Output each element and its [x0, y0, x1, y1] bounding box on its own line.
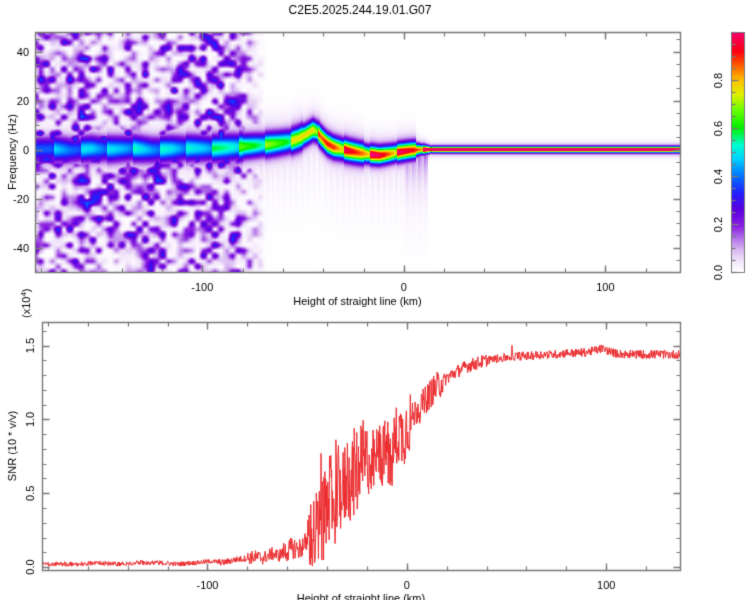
spectrogram-panel[interactable]: [35, 32, 680, 272]
snr-x-tick-label: 100: [552, 576, 570, 587]
spectrogram-x-tick-label: 100: [551, 281, 569, 292]
spectrogram-y-tick-label: -40: [6, 245, 22, 256]
colorbar-tick-label: 0.2: [706, 214, 721, 225]
spectrogram-y-tick-label: 20: [6, 94, 18, 105]
snr-y-tick-label: 1.0: [20, 412, 35, 423]
colorbar-tick-label: 0.4: [706, 166, 721, 177]
snr-y-tick-label: 1.5: [20, 339, 35, 350]
spectrogram-y-axis-label: Frequency (Hz): [14, 124, 25, 200]
spectrogram-y-tick-label: 0: [20, 144, 26, 155]
colorbar-tick-label: 0.6: [706, 118, 721, 129]
snr-x-axis-label: Height of straight line (km): [291, 586, 419, 597]
snr-y-tick-label: 0.5: [20, 486, 35, 497]
snr-x-tick-label: -100: [207, 576, 229, 587]
snr-panel[interactable]: [42, 322, 680, 570]
spectrogram-y-tick-label: -20: [6, 196, 22, 207]
spectrogram-y-tick-label: 40: [6, 45, 18, 56]
page-title: C2E5.2025.244.19.01.G07: [272, 4, 415, 16]
spectrogram-x-tick-label: -100: [205, 281, 227, 292]
snr-y-axis-exponent: (x10: [34, 309, 45, 330]
spectrogram-x-axis-label: Height of straight line (km): [289, 290, 417, 301]
snr-y-tick-label: 0.0: [20, 560, 35, 571]
colorbar-tick-label: 0.8: [706, 70, 721, 81]
colorbar[interactable]: [731, 32, 744, 272]
colorbar-tick-label: 0.0: [706, 262, 721, 273]
